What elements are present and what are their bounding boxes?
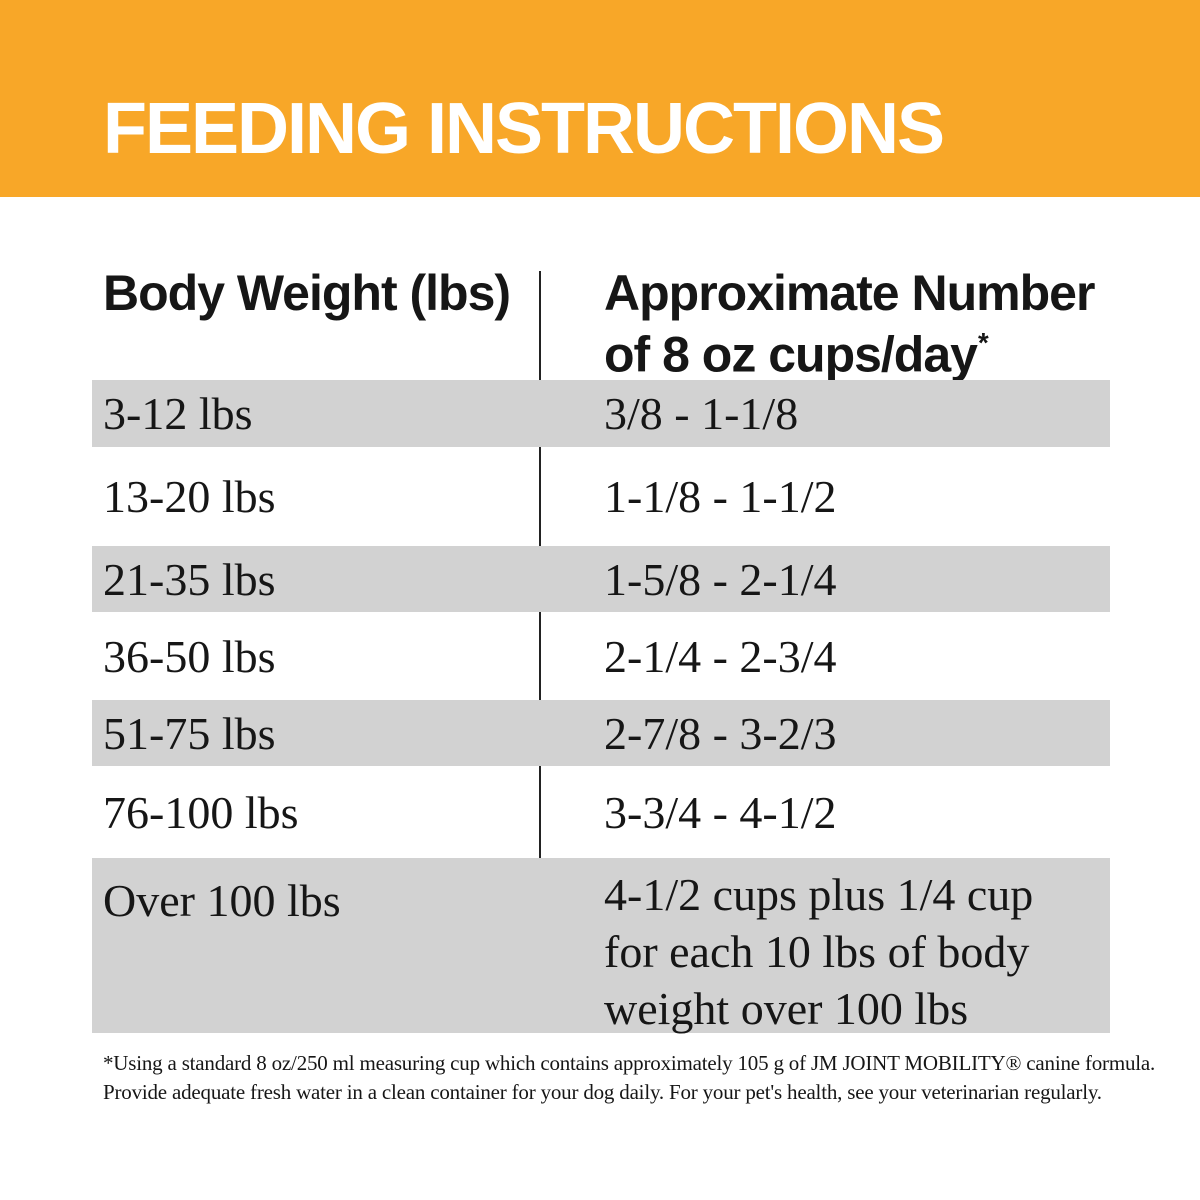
- table-row: 51-75 lbs 2-7/8 - 3-2/3: [92, 700, 1110, 766]
- weight-cell: 3-12 lbs: [103, 388, 253, 439]
- weight-cell: 13-20 lbs: [103, 471, 276, 522]
- table-row: 76-100 lbs 3-3/4 - 4-1/2: [92, 766, 1110, 858]
- footnote-asterisk: *: [977, 327, 989, 358]
- weight-cell: 76-100 lbs: [103, 786, 299, 838]
- table-row: 36-50 lbs 2-1/4 - 2-3/4: [92, 612, 1110, 700]
- column-header-cups-line1: Approximate Number: [604, 265, 1095, 321]
- cups-cell: 2-1/4 - 2-3/4: [604, 630, 837, 682]
- column-header-body-weight: Body Weight (lbs): [103, 265, 511, 321]
- column-divider-line: [539, 271, 541, 1033]
- table-row: Over 100 lbs 4-1/2 cups plus 1/4 cup for…: [92, 858, 1110, 1034]
- column-header-cups-line2: of 8 oz cups/day: [604, 326, 978, 383]
- weight-cell: 51-75 lbs: [103, 707, 276, 759]
- table-row: 21-35 lbs 1-5/8 - 2-1/4: [92, 546, 1110, 612]
- cups-cell: 4-1/2 cups plus 1/4 cup for each 10 lbs …: [604, 869, 1034, 1034]
- weight-cell: 21-35 lbs: [103, 553, 276, 605]
- weight-cell: Over 100 lbs: [103, 875, 341, 926]
- weight-cell: 36-50 lbs: [103, 630, 276, 682]
- footnote: *Using a standard 8 oz/250 ml measuring …: [103, 1051, 1156, 1104]
- cups-cell: 3/8 - 1-1/8: [604, 388, 799, 439]
- page-title: FEEDING INSTRUCTIONS: [103, 89, 945, 169]
- cups-cell: 2-7/8 - 3-2/3: [604, 707, 837, 759]
- column-header-cups: Approximate Number of 8 oz cups/day*: [604, 267, 1124, 381]
- cups-cell: 1-5/8 - 2-1/4: [604, 553, 837, 605]
- header-banner: FEEDING INSTRUCTIONS: [0, 0, 1200, 197]
- table-row: 13-20 lbs 1-1/8 - 1-1/2: [92, 447, 1110, 546]
- cups-cell: 1-1/8 - 1-1/2: [604, 471, 837, 522]
- cups-cell: 3-3/4 - 4-1/2: [604, 786, 837, 838]
- table-row: 3-12 lbs 3/8 - 1-1/8: [92, 380, 1110, 447]
